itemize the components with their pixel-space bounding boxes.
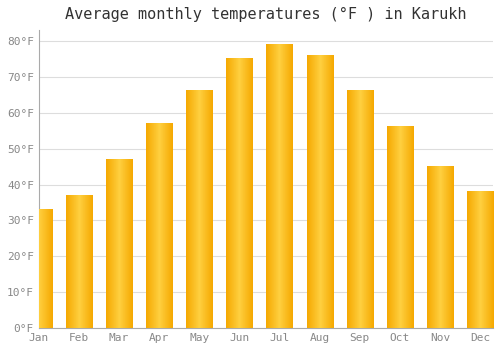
Bar — [26, 210, 52, 328]
Bar — [106, 159, 132, 328]
Bar — [186, 91, 212, 328]
Bar — [346, 91, 372, 328]
Bar — [306, 55, 332, 328]
Bar — [266, 44, 292, 328]
Bar — [467, 192, 493, 328]
Bar — [66, 195, 92, 328]
Bar — [427, 167, 453, 328]
Bar — [387, 127, 413, 328]
Title: Average monthly temperatures (°F ) in Karukh: Average monthly temperatures (°F ) in Ka… — [65, 7, 466, 22]
Bar — [226, 59, 252, 328]
Bar — [146, 124, 172, 328]
